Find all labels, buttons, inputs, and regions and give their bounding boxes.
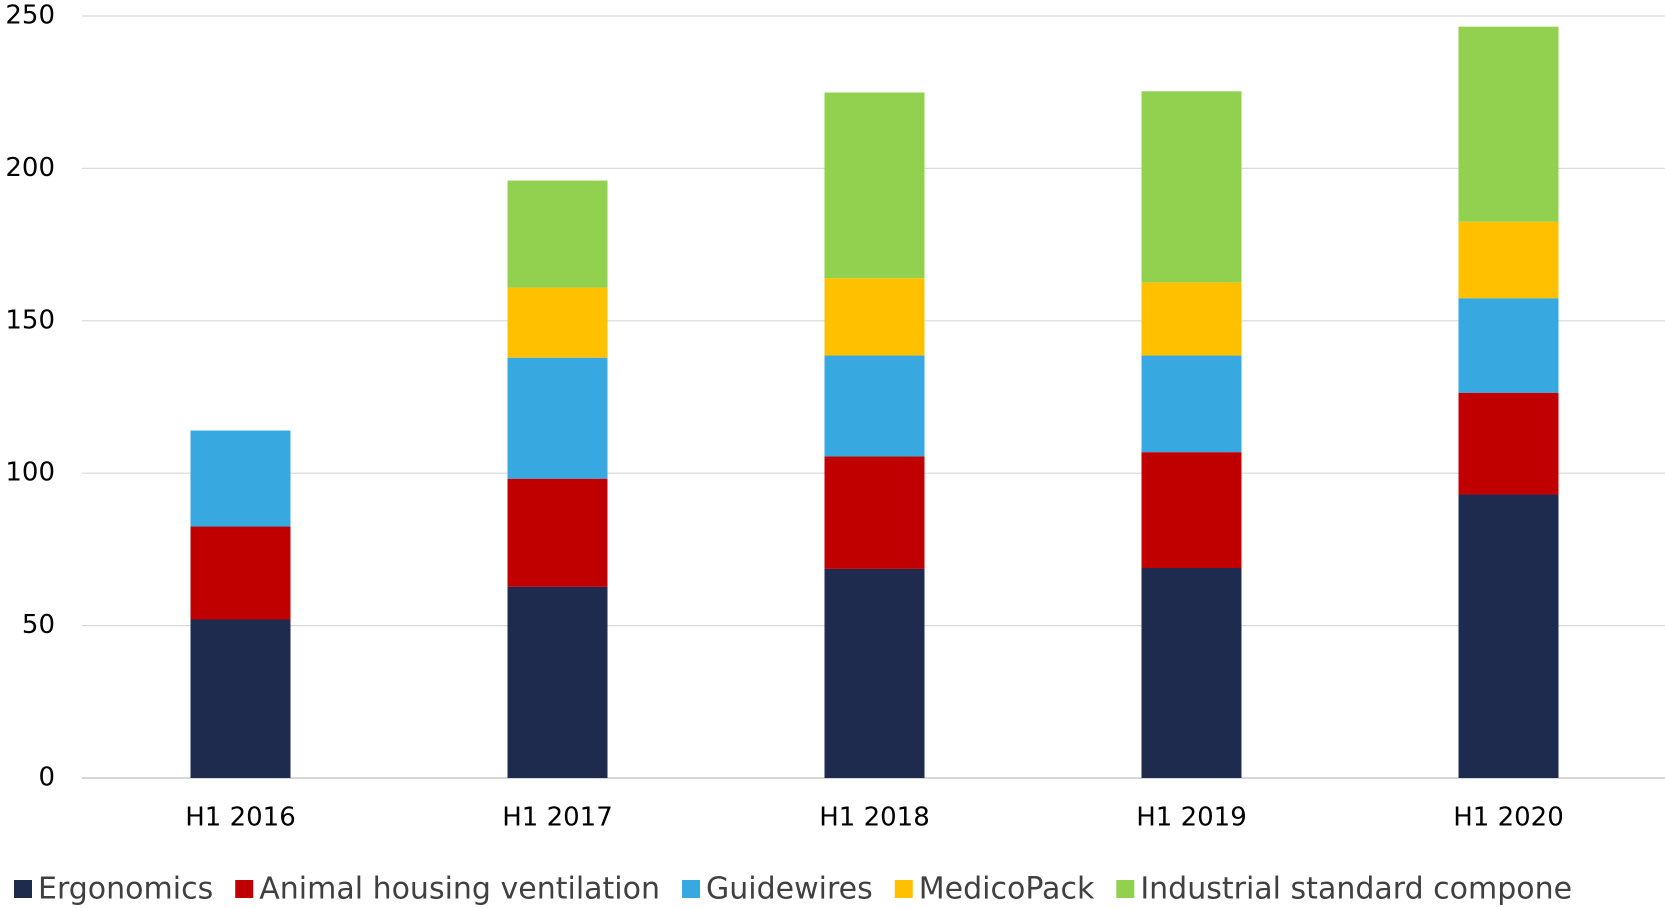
bar-segment: [507, 478, 608, 587]
legend-swatch: [235, 880, 254, 898]
bar-segment: [1458, 392, 1559, 495]
legend-label: Industrial standard compone: [1140, 872, 1572, 907]
legend-swatch: [1116, 880, 1135, 898]
legend-swatch: [894, 880, 913, 898]
x-tick-label: H1 2018: [819, 803, 930, 833]
x-tick-label: H1 2019: [1136, 803, 1247, 833]
x-tick-label: H1 2016: [185, 803, 296, 833]
y-tick-label: 0: [38, 763, 55, 793]
legend: Ergonomics Animal housing ventilation Guid…: [14, 872, 1572, 907]
bar-segment: [1141, 567, 1242, 778]
bar-segment: [824, 568, 925, 778]
bar-segment: [824, 456, 925, 569]
bar-segment: [1458, 494, 1559, 778]
bar-segment: [824, 92, 925, 279]
y-tick-label: 150: [5, 305, 55, 335]
bar-segment: [507, 586, 608, 778]
bar-segment: [1141, 91, 1242, 283]
legend-swatch: [682, 880, 701, 898]
y-tick-label: 250: [5, 1, 55, 31]
x-tick-label: H1 2017: [502, 803, 613, 833]
bar-segment: [190, 430, 291, 527]
bar-segment: [1141, 355, 1242, 453]
bar-segment: [507, 180, 608, 288]
bar-segment: [1458, 26, 1559, 222]
bar-segment: [507, 287, 608, 358]
bar-segment: [1458, 298, 1559, 393]
bar-segment: [1141, 452, 1242, 568]
bar-segment: [824, 355, 925, 457]
y-tick-label: 200: [5, 153, 55, 183]
legend-label: MedicoPack: [919, 872, 1095, 907]
x-tick-label: H1 2020: [1453, 803, 1564, 833]
legend-label: Guidewires: [706, 872, 873, 907]
bar-segment: [1141, 282, 1242, 356]
y-tick-label: 100: [5, 458, 55, 488]
bar-segment: [507, 357, 608, 479]
bar-segment: [824, 278, 925, 356]
legend-swatch: [14, 880, 32, 898]
bar-segment: [190, 619, 291, 778]
y-tick-label: 50: [22, 610, 55, 640]
bar-segment: [190, 526, 291, 620]
legend-label: Ergonomics: [38, 872, 213, 907]
legend-label: Animal housing ventilation: [259, 872, 660, 907]
bar-segment: [1458, 221, 1559, 299]
